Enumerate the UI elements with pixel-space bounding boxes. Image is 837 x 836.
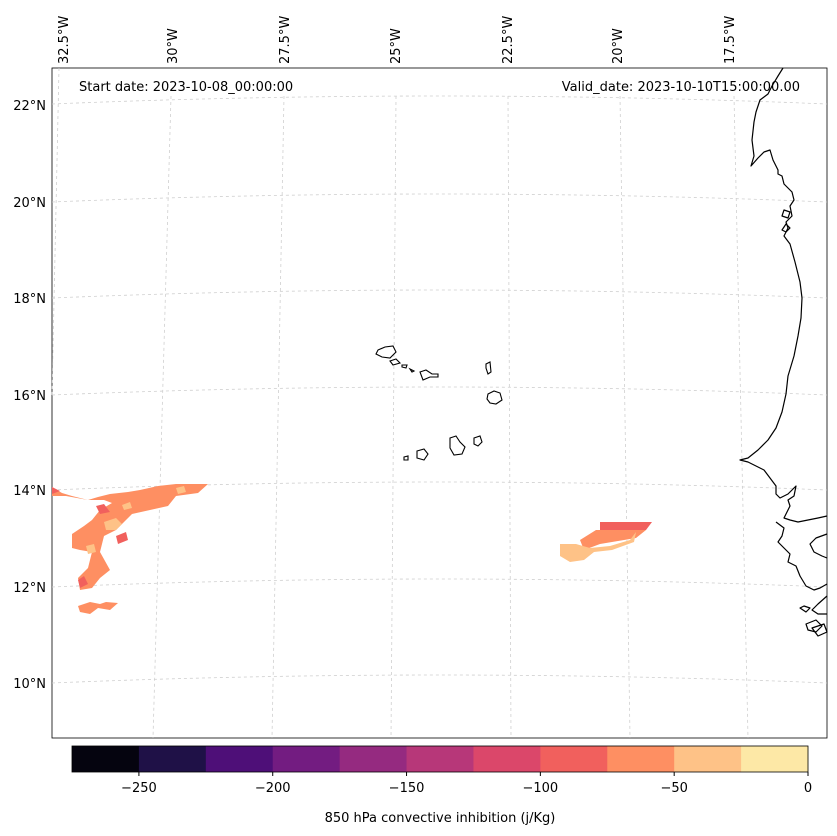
colorbar-swatch: [607, 746, 675, 772]
colorbar-swatch: [473, 746, 541, 772]
coastline: [811, 623, 828, 637]
island: [408, 367, 416, 373]
coastline: [781, 209, 791, 219]
colorbar-swatch: [540, 746, 608, 772]
colorbar-swatch: [741, 746, 809, 772]
colorbar-swatch: [205, 746, 274, 772]
valid-date: Valid_date: 2023-10-10T15:00:00.00: [562, 80, 800, 95]
island: [375, 345, 397, 359]
cin-shade-orange: [78, 602, 118, 614]
cin-shade-red: [78, 576, 88, 588]
colorbar-frame: [71, 745, 809, 773]
island: [449, 435, 466, 456]
lon-label: 27.5°W: [278, 16, 293, 64]
colorbar-swatch: [272, 746, 341, 772]
parallel: [51, 674, 828, 684]
lon-label: 20°W: [611, 28, 626, 64]
parallel: [51, 193, 828, 203]
parallel: [51, 578, 828, 588]
cin-shade-red: [116, 532, 128, 544]
island: [403, 455, 409, 461]
meridian: [271, 95, 285, 739]
meridian: [152, 95, 172, 739]
colorbar-swatch: [674, 746, 742, 772]
lat-label: 20°N: [13, 196, 46, 211]
lat-label: 22°N: [13, 99, 46, 114]
parallel: [51, 289, 828, 299]
cin-shade-light: [176, 486, 186, 494]
map-frame: [51, 67, 828, 739]
latitude-labels: 22°N 20°N 18°N 16°N 14°N 12°N 10°N: [13, 99, 46, 692]
parallel: [51, 95, 828, 105]
colorbar-tick-label: −250: [121, 781, 157, 796]
lat-label: 16°N: [13, 389, 46, 404]
island: [389, 358, 402, 366]
cin-shade-light: [86, 544, 96, 554]
coastline: [739, 67, 828, 523]
meridian: [51, 67, 60, 396]
island: [416, 448, 429, 461]
west-africa-coastline: [739, 67, 828, 637]
colorbar-swatch: [138, 746, 207, 772]
colorbar-tick-label: 0: [804, 781, 812, 796]
lon-label: 30°W: [166, 28, 181, 64]
cin-shade-red: [96, 504, 110, 514]
cin-patch-west: [52, 484, 208, 614]
colorbar-swatch: [406, 746, 474, 772]
lon-label: 22.5°W: [501, 16, 516, 64]
lat-label: 10°N: [13, 677, 46, 692]
colorbar-swatch: [72, 746, 140, 772]
lon-label: 25°W: [389, 28, 404, 64]
colorbar-label: 850 hPa convective inhibition (j/Kg): [325, 811, 556, 826]
meridian: [733, 95, 749, 739]
coastline: [775, 521, 828, 615]
cin-shade-red: [52, 487, 60, 494]
lat-label: 18°N: [13, 292, 46, 307]
island: [486, 390, 503, 405]
cin-shade-orange: [52, 484, 208, 590]
parallel: [51, 386, 828, 396]
coastline: [781, 223, 791, 233]
lon-label: 32.5°W: [57, 16, 72, 64]
island: [419, 369, 439, 381]
colorbar-tick-label: −200: [255, 781, 291, 796]
cin-shade-light: [104, 518, 122, 530]
island: [485, 361, 492, 375]
lat-label: 12°N: [13, 581, 46, 596]
cabo-verde-islands: [375, 345, 503, 461]
coastline: [805, 619, 823, 633]
meridian: [507, 95, 512, 739]
colorbar-swatch: [339, 746, 408, 772]
colorbar-tick-label: −100: [523, 781, 559, 796]
colorbar-tick-label: −50: [660, 781, 687, 796]
meridian: [619, 95, 631, 739]
cin-shade-red: [600, 522, 652, 532]
island: [473, 435, 483, 447]
longitude-labels: 32.5°W 30°W 27.5°W 25°W 22.5°W 20°W 17.5…: [57, 16, 738, 64]
cin-shade-light: [122, 502, 132, 510]
colorbar: −250 −200 −150 −100 −50 0: [71, 745, 812, 796]
cin-shade-orange: [580, 530, 646, 550]
cin-shade-light: [560, 532, 636, 562]
lat-label: 14°N: [13, 484, 46, 499]
cin-patch-east: [560, 522, 652, 562]
meridian: [390, 95, 397, 739]
lon-label: 17.5°W: [723, 16, 738, 64]
colorbar-tick-label: −150: [389, 781, 425, 796]
start-date: Start date: 2023-10-08_00:00:00: [79, 80, 293, 95]
island: [401, 364, 408, 369]
